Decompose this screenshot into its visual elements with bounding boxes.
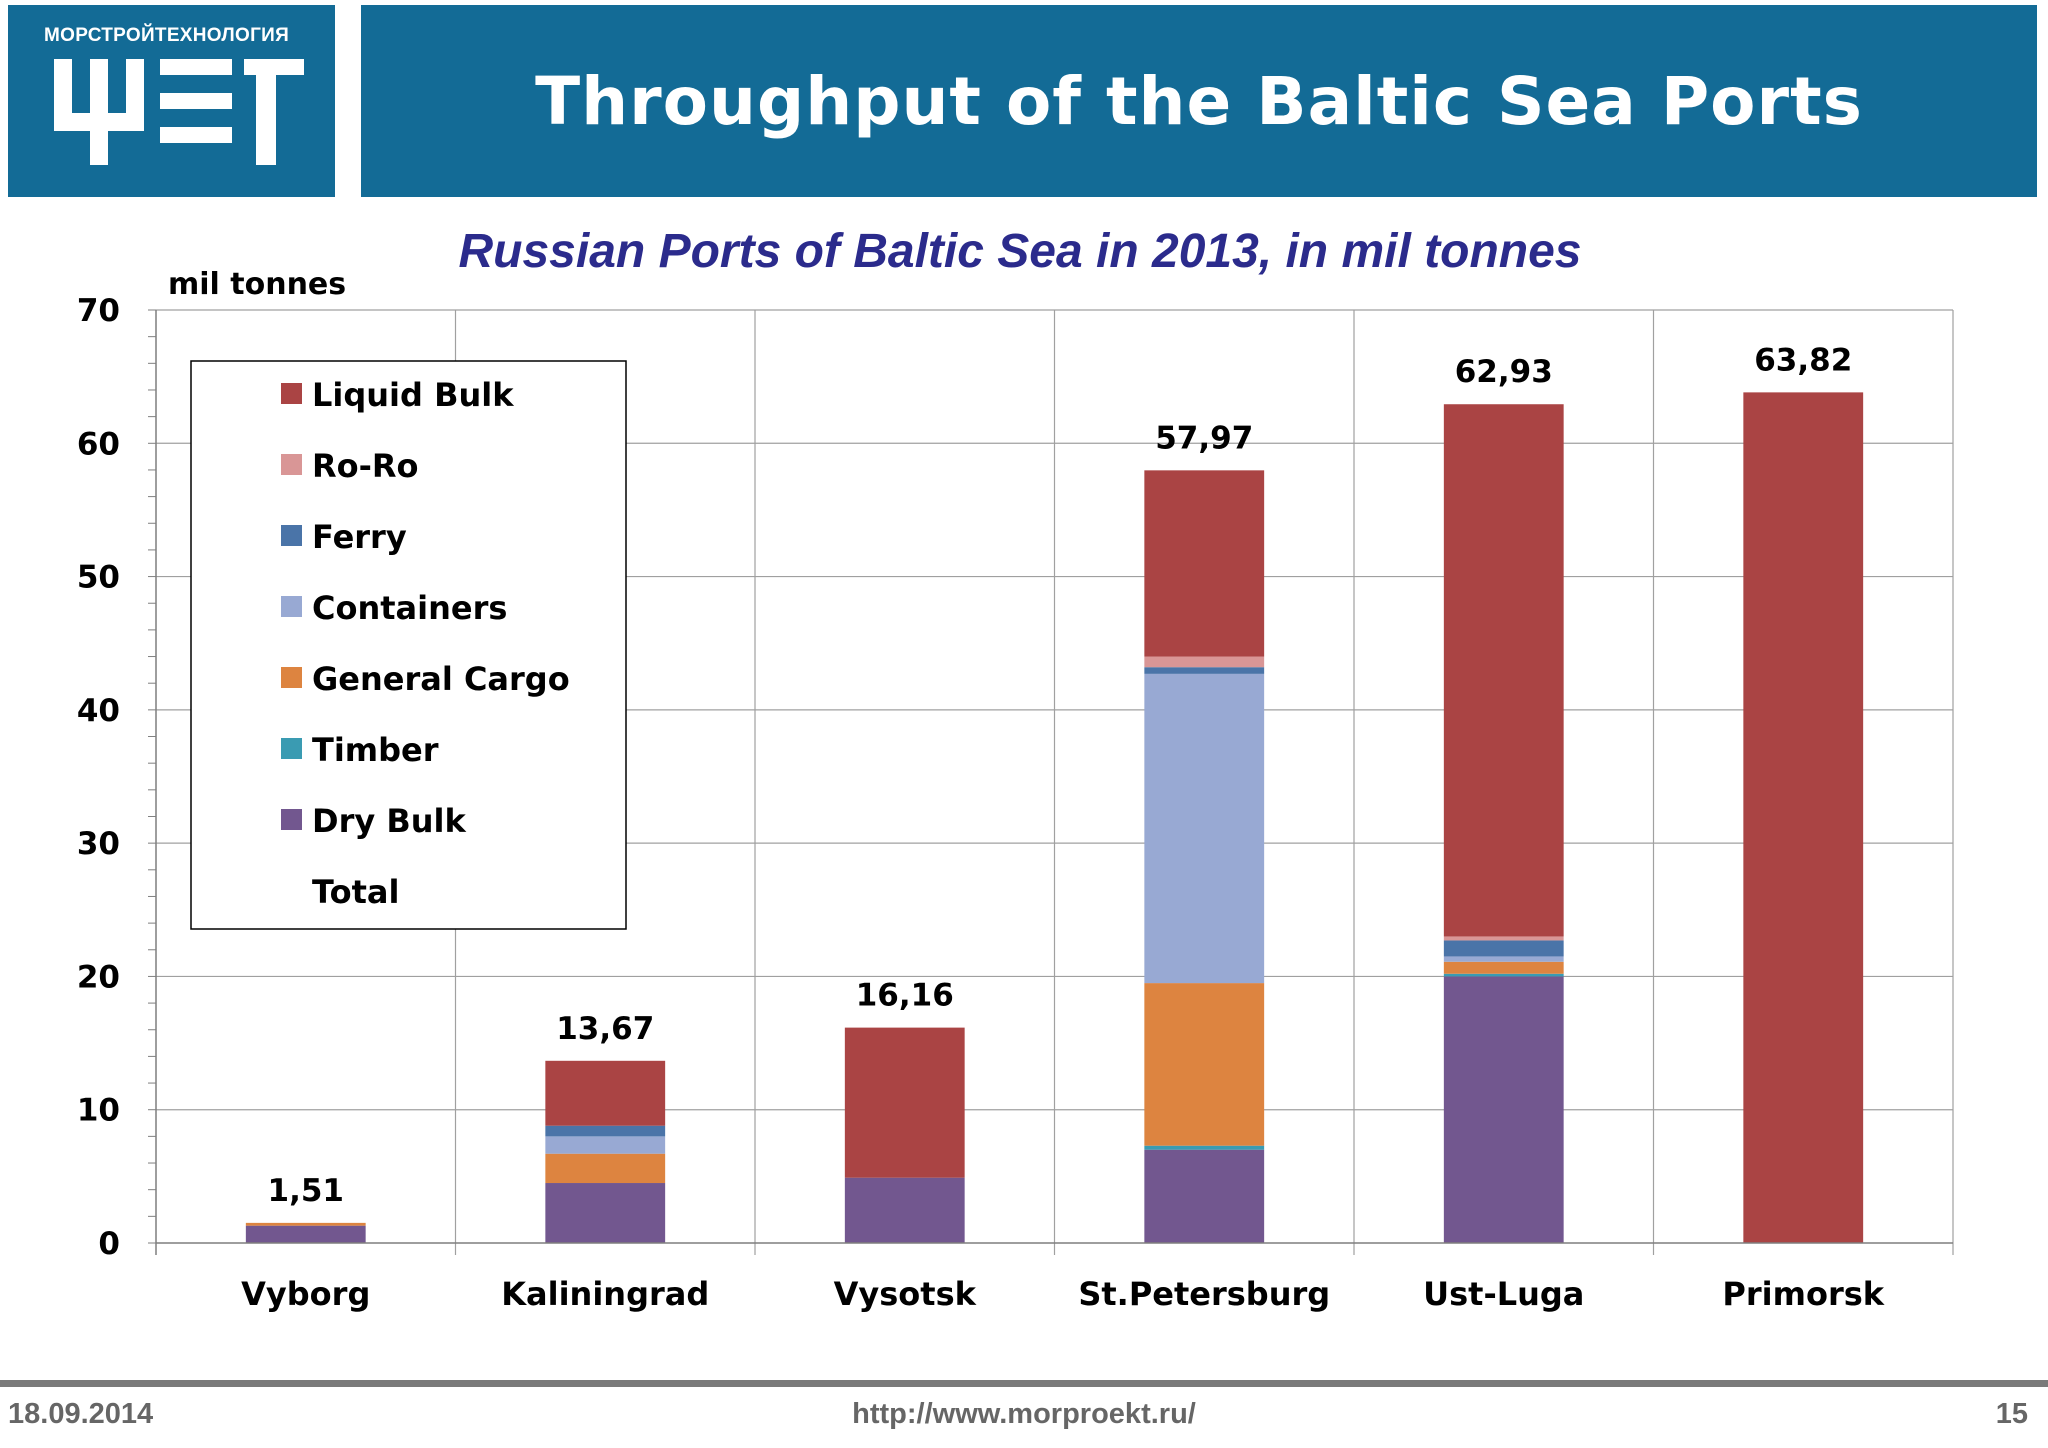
bar-segment-liquid-bulk bbox=[1743, 392, 1864, 1243]
stacked-bar-chart: 0 10 20 30 40 50 60 70 mil tonnes 1,51 Vyborg 13,67… bbox=[77, 267, 1954, 1313]
legend-label: Ferry bbox=[312, 518, 407, 556]
labels: 0 10 20 30 40 50 60 70 mil tonnes 1,51 Vyborg 13,67… bbox=[77, 267, 1885, 1313]
legend-swatch bbox=[281, 383, 302, 404]
bar-segment-liquid-bulk bbox=[1144, 470, 1265, 657]
x-tick-label: Ust-Luga bbox=[1423, 1275, 1584, 1313]
total-data-label: 1,51 bbox=[268, 1173, 345, 1209]
bar-segment-general-cargo bbox=[545, 1153, 666, 1184]
bar-segment-ferry bbox=[1443, 940, 1564, 957]
bar-segment-containers bbox=[545, 1136, 666, 1154]
total-data-label: 13,67 bbox=[556, 1011, 654, 1047]
axes bbox=[148, 309, 1953, 1255]
legend-label: General Cargo bbox=[312, 660, 570, 698]
logo-company-name: МОРСТРОЙТЕХНОЛОГИЯ bbox=[44, 25, 290, 46]
legend-swatch bbox=[281, 667, 302, 688]
legend-label: Timber bbox=[312, 731, 439, 769]
footer-date: 18.09.2014 bbox=[8, 1398, 154, 1430]
bar-segment-general-cargo bbox=[1144, 983, 1265, 1146]
y-tick-label: 40 bbox=[77, 693, 120, 729]
y-tick-label: 50 bbox=[77, 560, 120, 596]
bar-segment-dry-bulk bbox=[1144, 1149, 1265, 1243]
x-tick-label: Kaliningrad bbox=[501, 1275, 709, 1313]
legend-swatch bbox=[281, 596, 302, 617]
y-tick-label: 70 bbox=[77, 293, 120, 329]
page-title: Throughput of the Baltic Sea Ports bbox=[535, 63, 1863, 140]
bars bbox=[245, 392, 1864, 1243]
legend-label: Total bbox=[312, 873, 399, 911]
x-tick-label: St.Petersburg bbox=[1078, 1275, 1330, 1313]
y-tick-label: 10 bbox=[77, 1093, 120, 1129]
legend-label: Ro-Ro bbox=[312, 447, 419, 485]
bar-segment-general-cargo bbox=[1443, 961, 1564, 974]
x-tick-label: Vysotsk bbox=[834, 1275, 977, 1313]
legend-swatch bbox=[281, 809, 302, 830]
bar-segment-ro-ro bbox=[1443, 936, 1564, 941]
legend-label: Containers bbox=[312, 589, 507, 627]
bar-segment-liquid-bulk bbox=[545, 1060, 666, 1126]
x-tick-label: Vyborg bbox=[241, 1275, 370, 1313]
total-data-label: 57,97 bbox=[1155, 420, 1253, 456]
total-data-label: 62,93 bbox=[1455, 354, 1553, 390]
legend-swatch bbox=[281, 525, 302, 546]
bar-segment-ro-ro bbox=[1144, 656, 1265, 668]
y-axis-label: mil tonnes bbox=[168, 267, 346, 302]
y-tick-label: 0 bbox=[98, 1226, 120, 1262]
footer-divider bbox=[0, 1380, 2048, 1387]
bar-segment-ferry bbox=[1144, 667, 1265, 674]
total-data-label: 63,82 bbox=[1754, 342, 1852, 378]
bar-segment-containers bbox=[1443, 956, 1564, 962]
x-tick-label: Primorsk bbox=[1722, 1275, 1884, 1313]
y-tick-label: 60 bbox=[77, 426, 120, 462]
legend-box bbox=[190, 360, 627, 930]
bar-segment-dry-bulk bbox=[844, 1177, 965, 1243]
company-logo: МОРСТРОЙТЕХНОЛОГИЯ bbox=[8, 5, 335, 197]
bar-segment-dry-bulk bbox=[245, 1225, 366, 1243]
legend-swatch bbox=[281, 454, 302, 475]
logo-mark-icon bbox=[54, 59, 304, 165]
bar-segment-timber bbox=[1144, 1145, 1265, 1150]
y-tick-label: 30 bbox=[77, 826, 120, 862]
grid bbox=[156, 309, 1954, 1255]
y-tick-label: 20 bbox=[77, 959, 120, 995]
bar-segment-dry-bulk bbox=[545, 1183, 666, 1243]
footer-url[interactable]: http://www.morproekt.ru/ bbox=[852, 1398, 1196, 1430]
legend: Liquid Bulk Ro-Ro Ferry Containers General C… bbox=[190, 360, 627, 930]
bar-segment-containers bbox=[1144, 673, 1265, 984]
page-number: 15 bbox=[1995, 1398, 2028, 1430]
title-banner: Throughput of the Baltic Sea Ports bbox=[361, 5, 2037, 197]
bar-segment-liquid-bulk bbox=[1443, 404, 1564, 937]
legend-swatch bbox=[281, 738, 302, 759]
bar-segment-timber bbox=[1443, 973, 1564, 977]
bar-segment-ferry bbox=[545, 1125, 666, 1137]
total-data-label: 16,16 bbox=[856, 978, 954, 1014]
bar-segment-liquid-bulk bbox=[844, 1027, 965, 1178]
bar-segment-general-cargo bbox=[245, 1222, 366, 1226]
bar-segment-dry-bulk bbox=[1443, 976, 1564, 1243]
legend-label: Dry Bulk bbox=[312, 802, 466, 840]
chart-title: Russian Ports of Baltic Sea in 2013, in … bbox=[458, 225, 1582, 278]
legend-label: Liquid Bulk bbox=[312, 376, 514, 414]
